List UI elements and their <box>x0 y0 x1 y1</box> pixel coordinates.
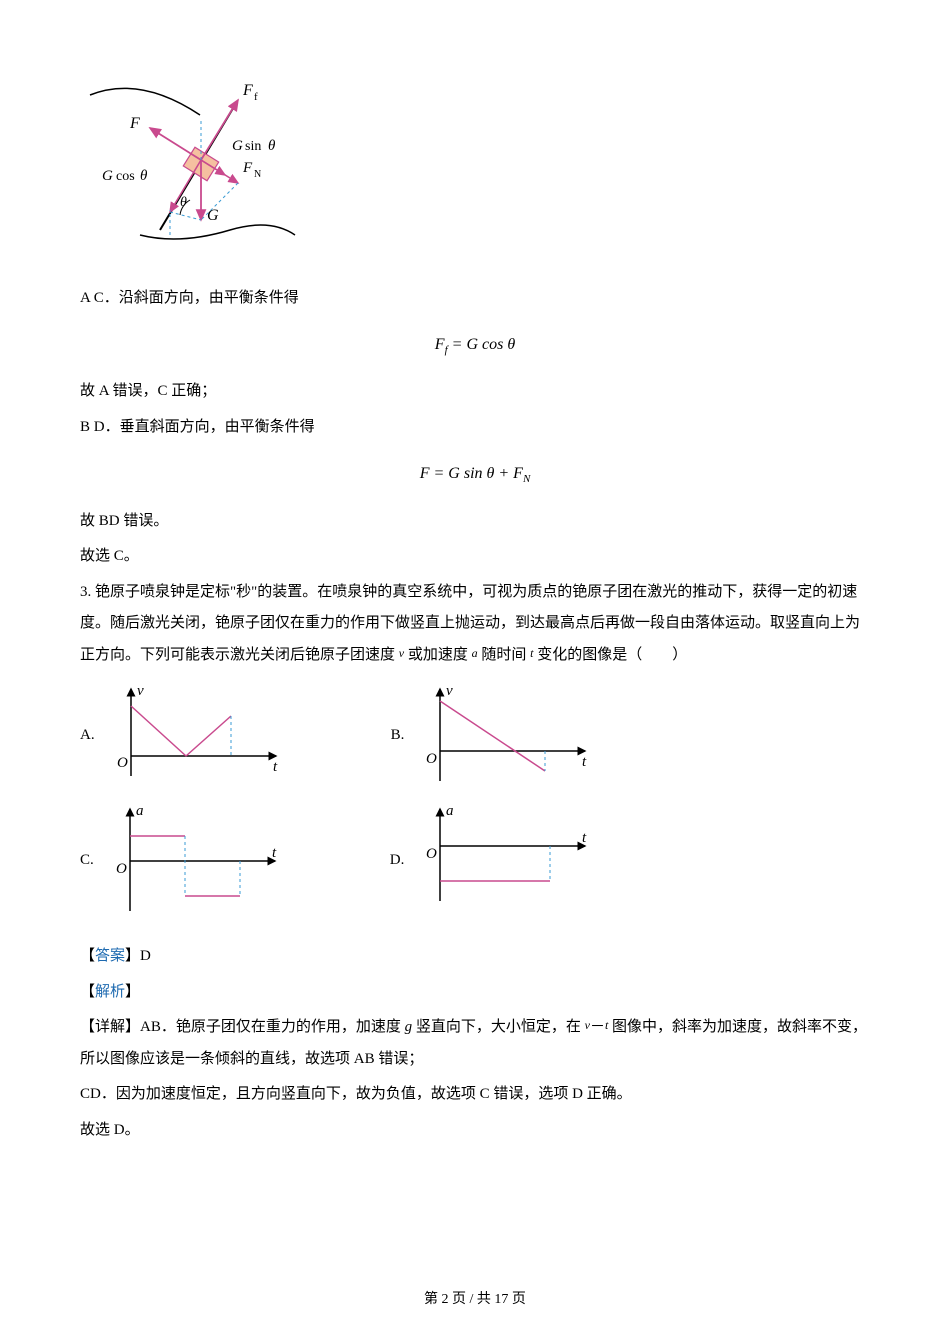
svg-text:O: O <box>117 755 128 771</box>
text-choose-c: 故选 C。 <box>80 541 870 573</box>
options-row-1: A. v t O B. v t O <box>80 681 870 791</box>
svg-text:f: f <box>254 91 258 103</box>
text-ac: A C．沿斜面方向，由平衡条件得 <box>80 283 870 315</box>
svg-text:a: a <box>446 803 454 819</box>
svg-text:O: O <box>426 846 437 862</box>
svg-text:O: O <box>426 751 437 767</box>
text-a-wrong: 故 A 错误，C 正确； <box>80 376 870 408</box>
option-a-label: A. <box>80 720 95 752</box>
svg-text:G: G <box>232 138 243 154</box>
svg-text:t: t <box>582 754 587 770</box>
equation-1: Ff = G cos θ <box>80 328 870 362</box>
svg-text:v: v <box>446 683 453 699</box>
svg-text:F: F <box>129 115 140 132</box>
option-d-label: D. <box>390 845 405 877</box>
text-bd-wrong: 故 BD 错误。 <box>80 506 870 538</box>
svg-text:G: G <box>102 168 113 184</box>
detail-ab: 【详解】AB．铯原子团仅在重力的作用，加速度 g 竖直向下，大小恒定，在 v－t… <box>80 1012 870 1075</box>
option-b-label: B. <box>391 720 405 752</box>
svg-text:sin: sin <box>245 139 261 154</box>
option-c-label: C. <box>80 845 94 877</box>
svg-text:F: F <box>242 160 253 176</box>
text-bd: B D．垂直斜面方向，由平衡条件得 <box>80 412 870 444</box>
svg-text:θ: θ <box>140 168 148 184</box>
force-diagram: F f F G sin θ F N G cos θ G θ <box>80 60 870 263</box>
detail-cd: CD．因为加速度恒定，且方向竖直向下，故为负值，故选项 C 错误，选项 D 正确… <box>80 1079 870 1111</box>
option-a: A. v t O <box>80 681 291 791</box>
svg-text:v: v <box>137 683 144 699</box>
page-footer: 第 2 页 / 共 17 页 <box>0 1285 950 1314</box>
option-c: C. a t O <box>80 801 290 921</box>
choose-d: 故选 D。 <box>80 1115 870 1147</box>
svg-text:t: t <box>273 759 278 775</box>
svg-text:cos: cos <box>116 169 135 184</box>
answer-line: 【答案】D <box>80 941 870 973</box>
svg-text:θ: θ <box>268 138 276 154</box>
svg-text:t: t <box>582 830 587 846</box>
svg-text:G: G <box>207 207 219 224</box>
svg-text:F: F <box>242 82 253 99</box>
svg-text:θ: θ <box>180 195 187 210</box>
equation-2: F = G sin θ + FN <box>80 457 870 491</box>
analysis-line: 【解析】 <box>80 977 870 1009</box>
svg-text:O: O <box>116 861 127 877</box>
question-3: 3. 铯原子喷泉钟是定标"秒"的装置。在喷泉钟的真空系统中，可视为质点的铯原子团… <box>80 577 870 672</box>
options-row-2: C. a t O D. a t O <box>80 801 870 921</box>
svg-text:N: N <box>254 169 261 180</box>
svg-text:a: a <box>136 803 144 819</box>
option-d: D. a t O <box>390 801 601 921</box>
option-b: B. v t O <box>391 681 601 791</box>
svg-text:t: t <box>272 845 277 861</box>
